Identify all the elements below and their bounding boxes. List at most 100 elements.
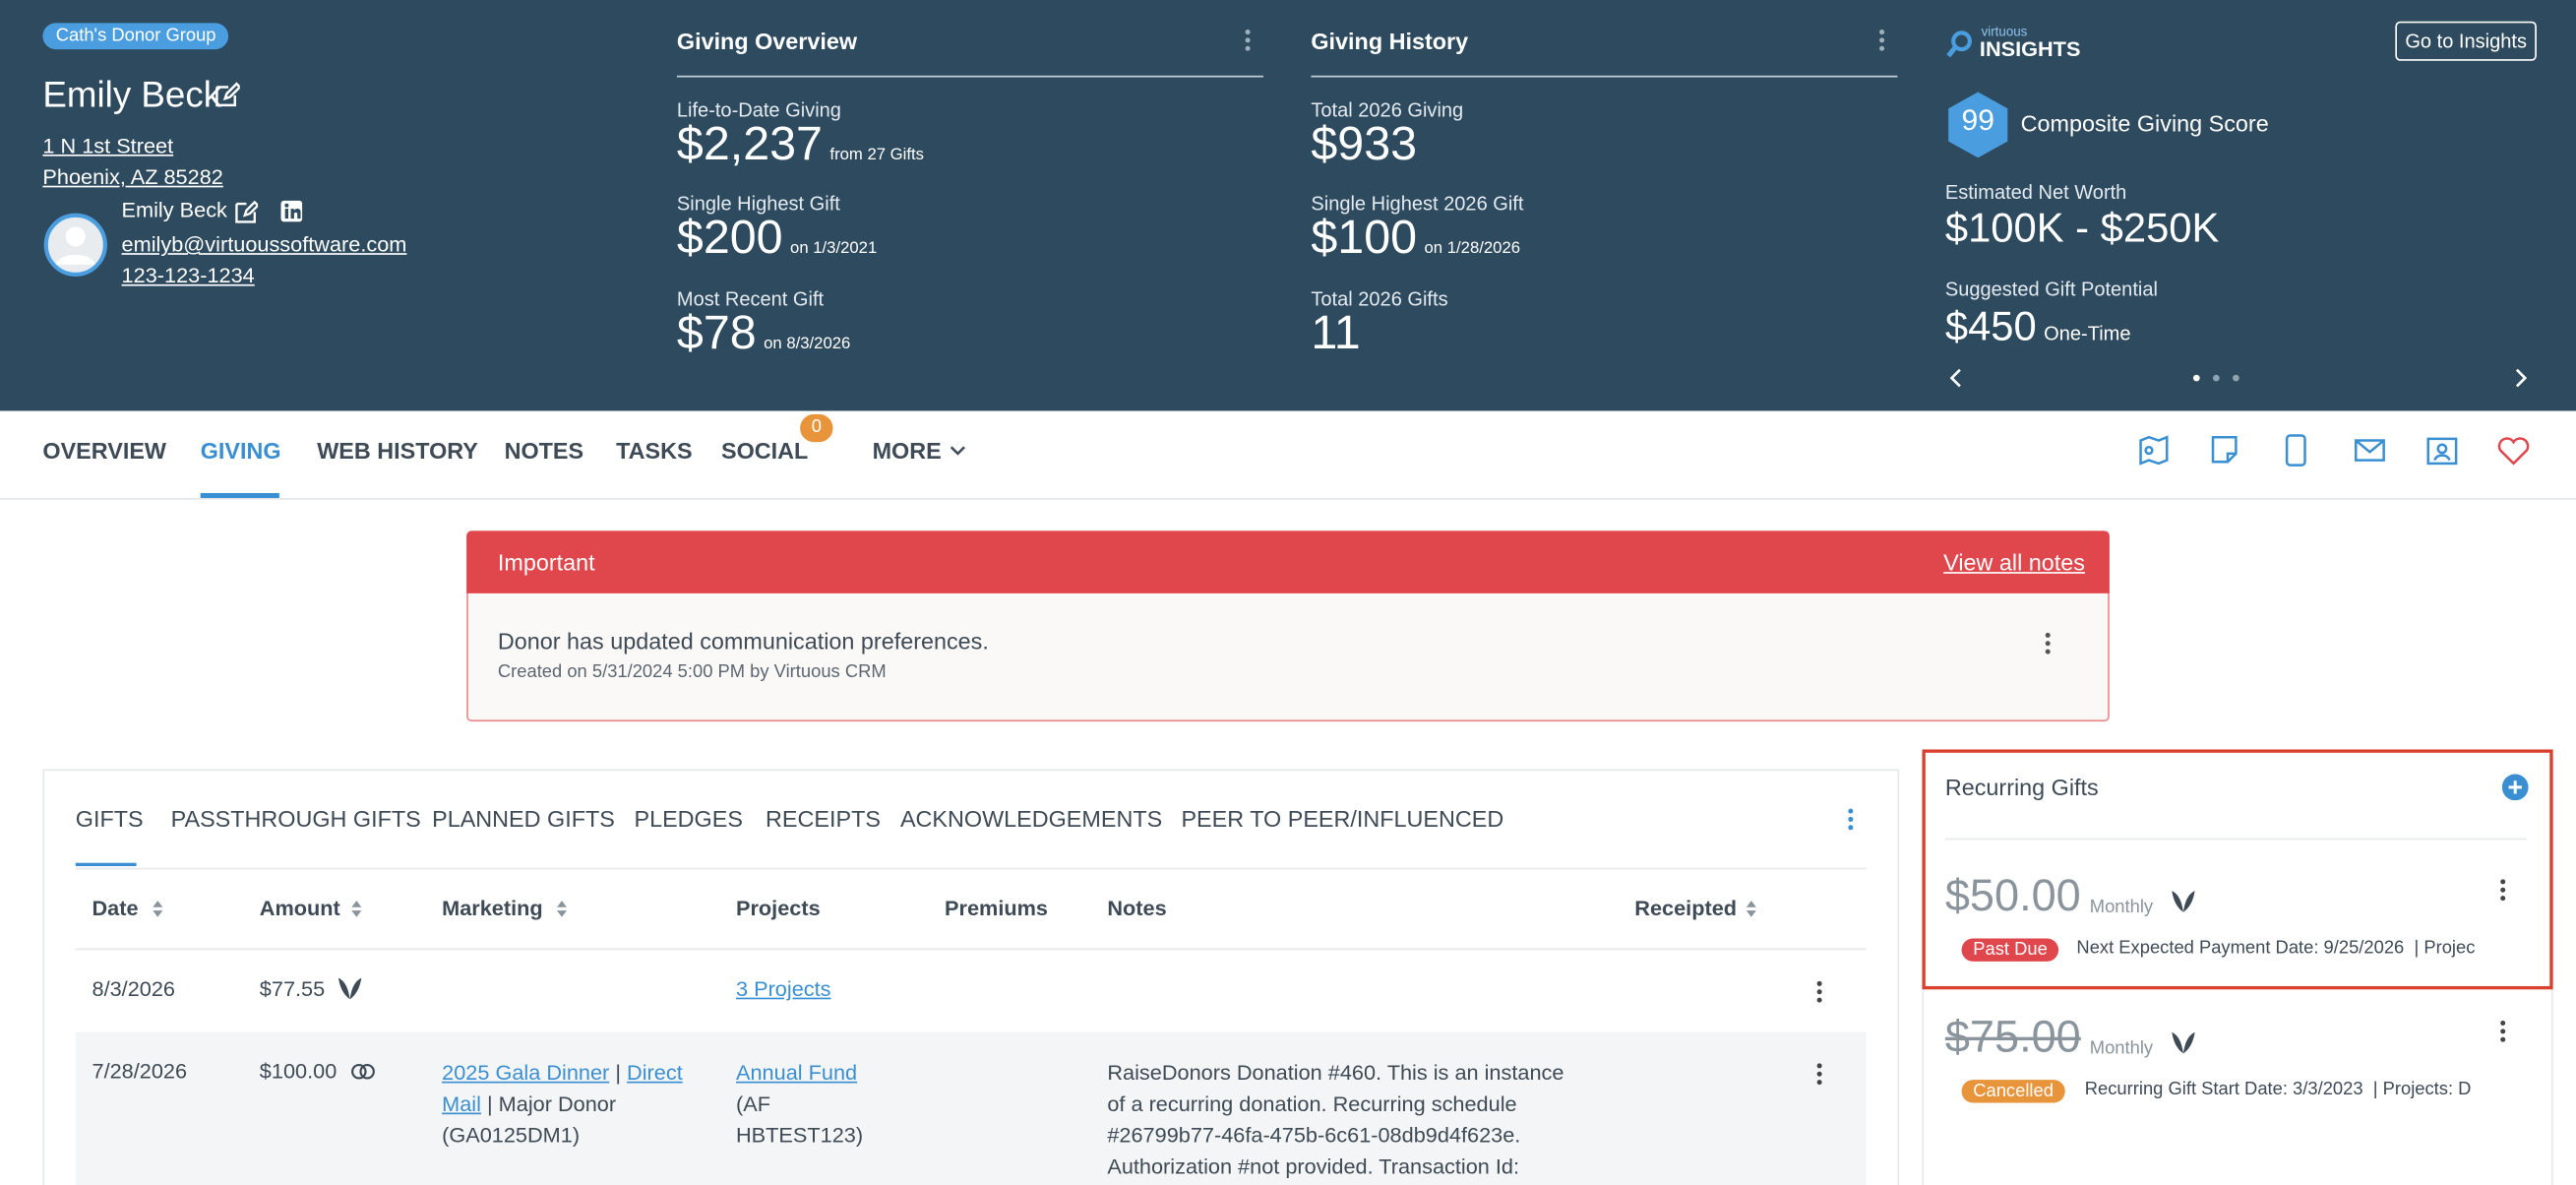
gift-tab[interactable]: GIFTS <box>75 805 144 832</box>
stat-note: on 1/28/2026 <box>1424 239 1521 259</box>
alert-meta: Created on 5/31/2024 5:00 PM by Virtuous… <box>497 661 887 683</box>
prev-arrow[interactable] <box>1948 368 1965 388</box>
selection-highlight <box>1922 749 2553 990</box>
edit-icon[interactable] <box>235 200 259 223</box>
cell-amount: $77.55 <box>259 975 326 1001</box>
nav-bar <box>0 410 2576 500</box>
stat-label: Total 2026 Gifts <box>1311 287 1448 311</box>
marketing-link[interactable]: Direct Mail <box>442 1060 683 1116</box>
action-icons[interactable] <box>2136 432 2546 468</box>
alert-link[interactable]: View all notes <box>1943 548 2086 576</box>
stat-label: Total 2026 Giving <box>1311 98 1464 122</box>
brand-small: virtuous <box>1981 25 2028 40</box>
stat: $450 One-Time <box>1945 304 2131 351</box>
nav-tab[interactable]: MORE <box>872 437 942 464</box>
menu-dots[interactable] <box>1879 30 1886 54</box>
menu-dots[interactable] <box>2500 879 2507 904</box>
recurring-icon <box>351 1064 375 1080</box>
cell-projects[interactable]: 3 Projects <box>735 975 831 1001</box>
recurring-amount: $50.00 <box>1944 871 2081 921</box>
stat-label: Life-to-Date Giving <box>676 98 841 122</box>
recurring-details: Recurring Gift Start Date: 3/3/2023 | Pr… <box>2084 1080 2472 1100</box>
project-link[interactable]: Annual Fund <box>735 1060 858 1086</box>
stat-label: Most Recent Gift <box>676 287 825 311</box>
stat: $100 on 1/28/2026 <box>1311 212 1520 266</box>
stat-label: Single Highest 2026 Gift <box>1311 192 1524 216</box>
alert-header <box>466 530 2110 593</box>
donor-name: Emily Beck <box>42 74 222 115</box>
marketing-link[interactable]: 2025 Gala Dinner <box>442 1060 610 1086</box>
menu-dots[interactable] <box>1848 808 1855 834</box>
sort-icons[interactable] <box>0 899 1808 918</box>
column-header[interactable]: Date <box>92 896 139 921</box>
cell-amount: $100.00 <box>259 1058 337 1084</box>
gift-tab[interactable]: PASSTHROUGH GIFTS <box>170 805 421 832</box>
insights-logo <box>1946 31 1972 58</box>
column-header[interactable]: Amount <box>259 896 340 921</box>
recurring-frequency: Monthly <box>2089 897 2154 917</box>
gift-tab[interactable]: PEER TO PEER/INFLUENCED <box>1181 805 1504 832</box>
divider <box>75 948 1867 951</box>
gift-tab[interactable]: PLANNED GIFTS <box>432 805 615 832</box>
divider <box>1944 838 2527 841</box>
recurring-frequency: Monthly <box>2089 1038 2154 1059</box>
insights-button[interactable]: Go to Insights <box>2395 21 2538 61</box>
address-line[interactable]: Phoenix, AZ 85282 <box>42 163 223 190</box>
stat: $78 on 8/3/2026 <box>677 307 850 361</box>
stat: $200 on 1/3/2021 <box>677 212 877 266</box>
stat: $2,237 from 27 Gifts <box>677 118 924 172</box>
carousel-dots[interactable] <box>2188 373 2244 383</box>
add-button[interactable] <box>2501 774 2529 801</box>
project-code: (AF HBTEST123) <box>735 1091 864 1148</box>
virtuous-icon <box>2172 1031 2195 1054</box>
column-header[interactable]: Receipted <box>1634 896 1738 921</box>
cell-notes: RaiseDonors Donation #460. This is an in… <box>1107 1060 1564 1179</box>
edit-icon[interactable] <box>214 82 240 108</box>
column-header: Notes <box>1107 896 1167 921</box>
social-badge: 0 <box>800 413 833 443</box>
nav-tab[interactable]: TASKS <box>616 437 693 464</box>
score-hexagon <box>1948 92 2008 158</box>
nav-tab[interactable]: OVERVIEW <box>42 437 166 464</box>
nav-tab[interactable]: NOTES <box>504 437 584 464</box>
separator: | <box>615 1060 621 1086</box>
active-indicator <box>200 492 279 498</box>
stat-label: Single Highest Gift <box>676 192 840 216</box>
stat-value: $200 <box>676 212 783 265</box>
contact-name: Emily Beck <box>121 197 227 222</box>
contact-email[interactable]: emilyb@virtuoussoftware.com <box>121 231 407 257</box>
column-header: Projects <box>735 896 821 921</box>
gift-tab[interactable]: PLEDGES <box>634 805 743 832</box>
stat-value: $78 <box>676 307 757 360</box>
divider <box>1311 75 1898 78</box>
nav-tab[interactable]: WEB HISTORY <box>317 437 478 464</box>
stat-label: Suggested Gift Potential <box>1944 278 2158 301</box>
score-label: Composite Giving Score <box>2020 109 2269 137</box>
avatar <box>43 213 107 277</box>
gift-tab[interactable]: ACKNOWLEDGEMENTS <box>899 805 1163 832</box>
stat-note: on 8/3/2026 <box>764 335 851 354</box>
menu-dots[interactable] <box>1816 980 1824 1006</box>
virtuous-icon <box>337 977 362 1000</box>
column-header[interactable]: Marketing <box>442 896 543 921</box>
address-line[interactable]: 1 N 1st Street <box>42 133 174 158</box>
menu-dots[interactable] <box>1245 30 1253 54</box>
menu-dots[interactable] <box>2045 632 2053 657</box>
donor-header: Cath's Donor Group Emily Beck 1 N 1st St… <box>0 0 2576 411</box>
divider <box>75 867 1867 870</box>
nav-tab[interactable]: GIVING <box>200 437 281 464</box>
divider <box>676 75 1263 78</box>
linkedin-icon[interactable] <box>280 200 303 222</box>
chevron <box>950 446 965 456</box>
stat-value: 11 <box>1311 307 1361 360</box>
stat-value: $933 <box>1311 118 1418 171</box>
menu-dots[interactable] <box>2500 1021 2507 1045</box>
menu-dots[interactable] <box>1816 1063 1824 1088</box>
contact-phone[interactable]: 123-123-1234 <box>121 263 255 288</box>
next-arrow[interactable] <box>2512 368 2529 388</box>
score: 99 <box>1961 103 1994 137</box>
group-badge[interactable]: Cath's Donor Group <box>42 23 229 50</box>
gift-tab[interactable]: RECEIPTS <box>766 805 881 832</box>
nav-tab[interactable]: SOCIAL <box>720 437 809 464</box>
